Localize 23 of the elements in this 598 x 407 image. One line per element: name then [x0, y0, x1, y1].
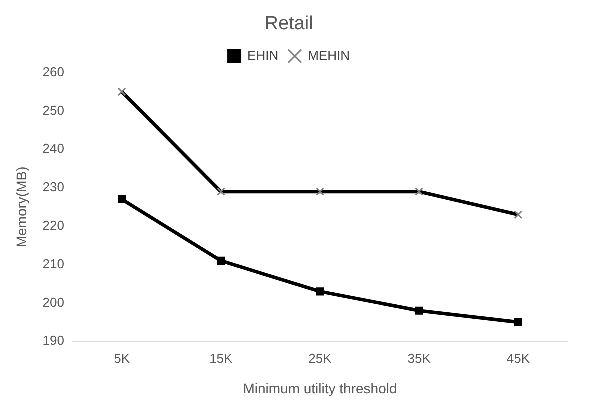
point: [514, 318, 522, 326]
x-tick-label: 5K: [114, 350, 130, 366]
y-tick-label: 190: [42, 333, 64, 348]
x-tick-label: 45K: [506, 350, 530, 366]
y-tick-label: 230: [42, 180, 64, 195]
point: [217, 256, 226, 265]
y-tick-label: 240: [42, 141, 64, 156]
y-axis-title: Memory(MB): [13, 166, 30, 248]
y-tick-label: 220: [42, 218, 64, 233]
legend-label: EHIN: [248, 48, 279, 63]
legend-label: MEHIN: [308, 48, 350, 63]
point: [118, 195, 126, 204]
y-tick-label: 260: [42, 64, 64, 80]
point: [415, 306, 424, 315]
x-tick-label: 25K: [308, 350, 332, 366]
x-tick-label: 15K: [210, 350, 234, 366]
point: [316, 288, 324, 296]
y-tick-label: 250: [42, 102, 64, 118]
y-tick-label: 210: [42, 256, 64, 272]
x-tick-label: 35K: [408, 350, 432, 366]
y-tick-label: 200: [42, 294, 64, 310]
x-axis-title: Minimum utility threshold: [243, 380, 398, 396]
chart-title: Retail: [264, 14, 314, 35]
